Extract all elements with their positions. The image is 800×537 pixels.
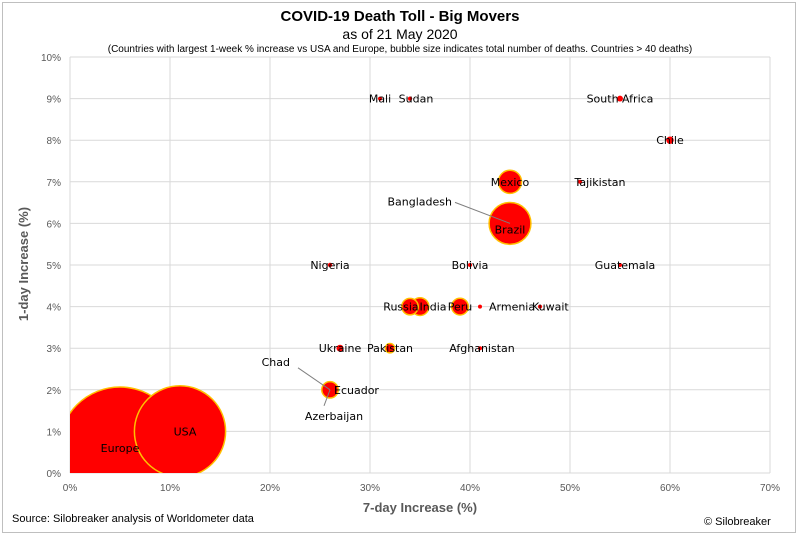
point-label: Sudan — [399, 93, 434, 106]
point-label: Afghanistan — [449, 342, 515, 355]
x-tick-label: 70% — [760, 483, 780, 494]
point-label: Europe — [101, 442, 140, 455]
bubble-point — [666, 136, 674, 144]
point-label: Mexico — [491, 176, 530, 189]
point-label: Ecuador — [334, 384, 379, 397]
point-label: Pakistan — [367, 342, 413, 355]
x-tick-label: 40% — [460, 483, 480, 494]
chart-note: (Countries with largest 1-week % increas… — [107, 44, 693, 55]
y-tick-label: 9% — [47, 95, 62, 106]
y-tick-label: 6% — [47, 219, 62, 230]
x-tick-label: 30% — [360, 483, 380, 494]
point-label: Nigeria — [310, 259, 349, 272]
x-tick-label: 20% — [260, 483, 280, 494]
x-tick-label: 0% — [63, 483, 78, 494]
copyright-note: © Silobreaker — [704, 516, 771, 528]
point-label: Azerbaijan — [305, 410, 363, 423]
point-label: Peru — [448, 301, 473, 314]
bubble-point — [401, 297, 419, 316]
point-label: Russia — [383, 301, 418, 314]
y-tick-label: 10% — [41, 53, 61, 64]
bubble-point — [336, 344, 344, 352]
label-leader-line — [297, 367, 331, 391]
point-label: Tajikistan — [574, 176, 626, 189]
bubble-point — [327, 262, 333, 268]
bubble-point — [133, 385, 227, 473]
y-tick-label: 4% — [47, 303, 62, 314]
bubble-layer — [70, 95, 674, 473]
point-label: Ukraine — [319, 342, 362, 355]
point-label: Armenia — [489, 301, 535, 314]
point-label: Brazil — [495, 223, 526, 236]
bubble-point — [578, 179, 582, 184]
label-leader-line — [454, 201, 511, 224]
point-label: Mali — [369, 93, 391, 106]
y-tick-label: 8% — [47, 136, 62, 147]
x-tick-label: 60% — [660, 483, 680, 494]
point-label: South Africa — [587, 93, 654, 106]
y-tick-label: 1% — [47, 427, 62, 438]
bubble-point — [618, 263, 622, 267]
point-label: Kuwait — [532, 301, 569, 314]
point-label: Chile — [656, 134, 684, 147]
bubble-point — [378, 96, 382, 101]
y-tick-label: 5% — [47, 261, 62, 272]
y-tick-label: 2% — [47, 386, 62, 397]
bubble-point — [538, 304, 542, 309]
bubble-point — [478, 304, 482, 309]
point-label: Bangladesh — [388, 195, 453, 208]
x-tick-label: 10% — [160, 483, 180, 494]
point-label: Bolivia — [452, 259, 489, 272]
x-tick-label: 50% — [560, 483, 580, 494]
bubble-point — [478, 346, 482, 351]
bubble-point — [407, 96, 413, 101]
y-tick-label: 7% — [47, 178, 62, 189]
chart-title: COVID-19 Death Toll - Big Movers — [280, 8, 520, 25]
bubble-point — [497, 169, 523, 195]
bubble-point — [384, 342, 396, 354]
point-label: Guatemala — [595, 259, 656, 272]
title-block: COVID-19 Death Toll - Big Movers as of 2… — [0, 8, 800, 56]
source-note: Source: Silobreaker analysis of Worldome… — [12, 513, 254, 525]
point-label: India — [420, 301, 447, 314]
label-leader-line — [323, 389, 331, 406]
point-label: Chad — [262, 356, 290, 369]
x-axis-label: 7-day Increase (%) — [362, 500, 478, 515]
bubble-point — [617, 95, 623, 102]
point-label: USA — [174, 425, 197, 438]
bubble-point — [450, 297, 470, 316]
y-axis-label: 1-day Increase (%) — [16, 206, 31, 322]
y-tick-label: 3% — [47, 344, 62, 355]
chart-subtitle: as of 21 May 2020 — [342, 26, 458, 42]
y-tick-label: 0% — [47, 469, 62, 480]
bubble-point — [467, 262, 473, 268]
